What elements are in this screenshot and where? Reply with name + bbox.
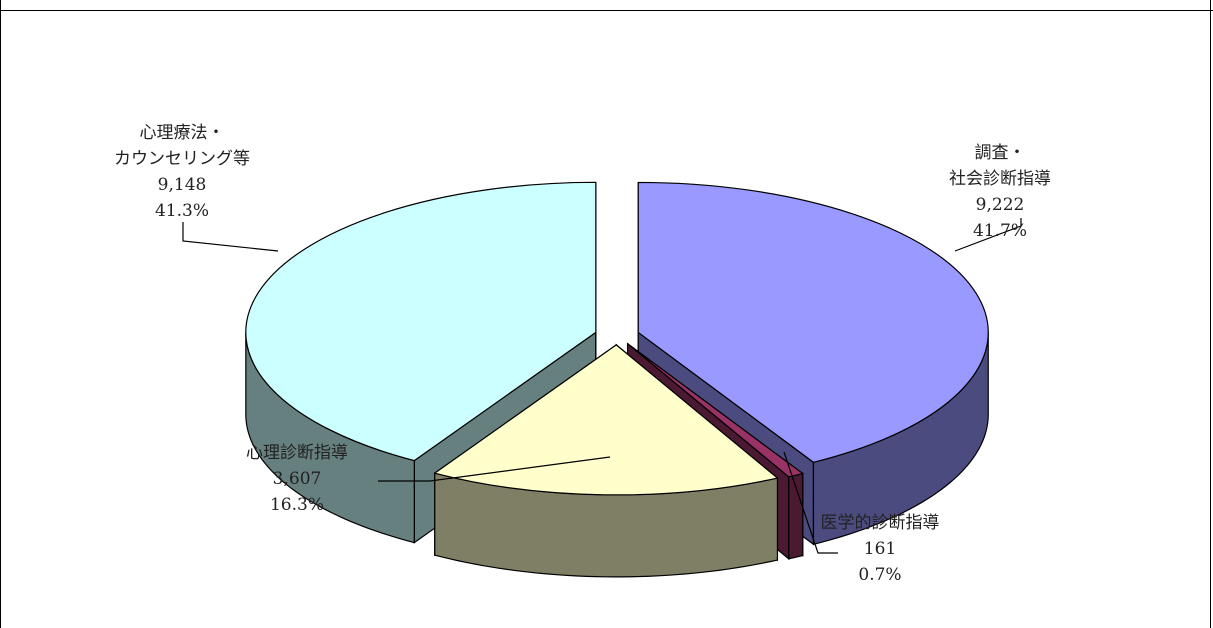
pie-depth-layer — [245, 181, 989, 578]
frame-top-border — [0, 10, 1213, 11]
leader-line-survey-social — [954, 218, 1022, 252]
slice-psych-diagnosis — [433, 343, 779, 578]
slice-medical-top — [627, 343, 805, 478]
leader-line-psych-diagnosis — [378, 456, 611, 482]
slice-survey-social-top — [637, 181, 989, 463]
slice-psychotherapy-top — [245, 181, 597, 462]
slice-labels: 調査・社会診断指導 9,222 41.7% 医学的診断指導 161 0.7% 心理診断指導 3… — [114, 123, 1051, 585]
slice-label-medical: 医学的診断指導 161 0.7% — [821, 513, 940, 585]
leader-line-medical — [783, 451, 838, 554]
slice-psych-diagnosis-top — [433, 344, 779, 496]
slice-label-psych-diagnosis: 心理診断指導 3,607 16.3% — [246, 443, 348, 515]
leader-line-psychotherapy — [182, 222, 279, 252]
slice-label-psychotherapy: 心理療法・カウンセリング等 9,148 41.3% — [114, 123, 250, 221]
leader-lines — [182, 218, 1022, 554]
slice-label-survey-social: 調査・社会診断指導 9,222 41.7% — [949, 143, 1051, 241]
